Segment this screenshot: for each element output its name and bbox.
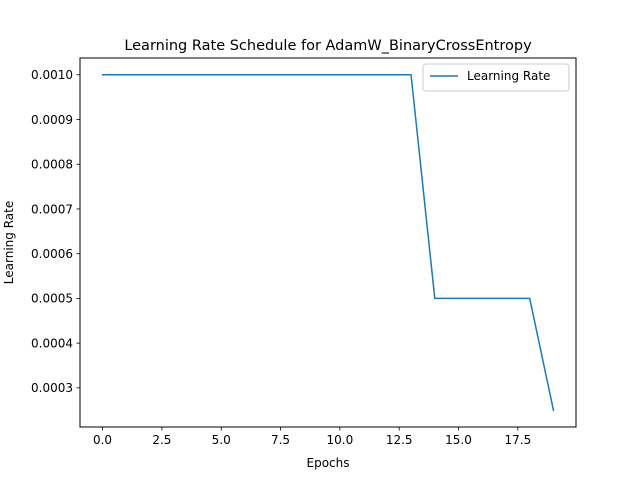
x-tick-label: 12.5 bbox=[386, 433, 413, 447]
legend: Learning Rate bbox=[422, 63, 570, 92]
series-line-learning-rate bbox=[101, 74, 555, 412]
x-tick-label: 15.0 bbox=[445, 433, 472, 447]
y-tick-label: 0.0003 bbox=[31, 381, 73, 395]
series-layer bbox=[101, 74, 555, 412]
x-axis-label: Epochs bbox=[307, 456, 350, 470]
plot-frame bbox=[79, 57, 577, 428]
legend-label-learning-rate: Learning Rate bbox=[467, 69, 550, 83]
chart-title: Learning Rate Schedule for AdamW_BinaryC… bbox=[124, 38, 532, 54]
x-tick-label: 2.5 bbox=[152, 433, 171, 447]
y-tick-label: 0.0004 bbox=[31, 336, 73, 350]
y-tick-label: 0.0008 bbox=[31, 158, 73, 172]
legend-box bbox=[422, 63, 570, 92]
x-tick-label: 7.5 bbox=[271, 433, 290, 447]
y-tick-label: 0.0009 bbox=[31, 113, 73, 127]
x-tick-label: 0.0 bbox=[93, 433, 112, 447]
y-axis-ticks: 0.0003 0.0004 0.0005 0.0006 0.0007 0.0008 0.00… bbox=[31, 68, 80, 395]
x-tick-label: 5.0 bbox=[212, 433, 231, 447]
x-tick-label: 17.5 bbox=[504, 433, 531, 447]
x-tick-label: 10.0 bbox=[327, 433, 354, 447]
x-axis-ticks: 0.0 2.5 5.0 7.5 10.0 12.5 15.0 17.5 bbox=[93, 427, 531, 447]
y-tick-label: 0.0005 bbox=[31, 292, 73, 306]
y-tick-label: 0.0006 bbox=[31, 247, 73, 261]
y-axis-label: Learning Rate bbox=[2, 201, 16, 284]
plot-area bbox=[80, 58, 576, 427]
y-tick-label: 0.0010 bbox=[31, 68, 73, 82]
y-tick-label: 0.0007 bbox=[31, 202, 73, 216]
